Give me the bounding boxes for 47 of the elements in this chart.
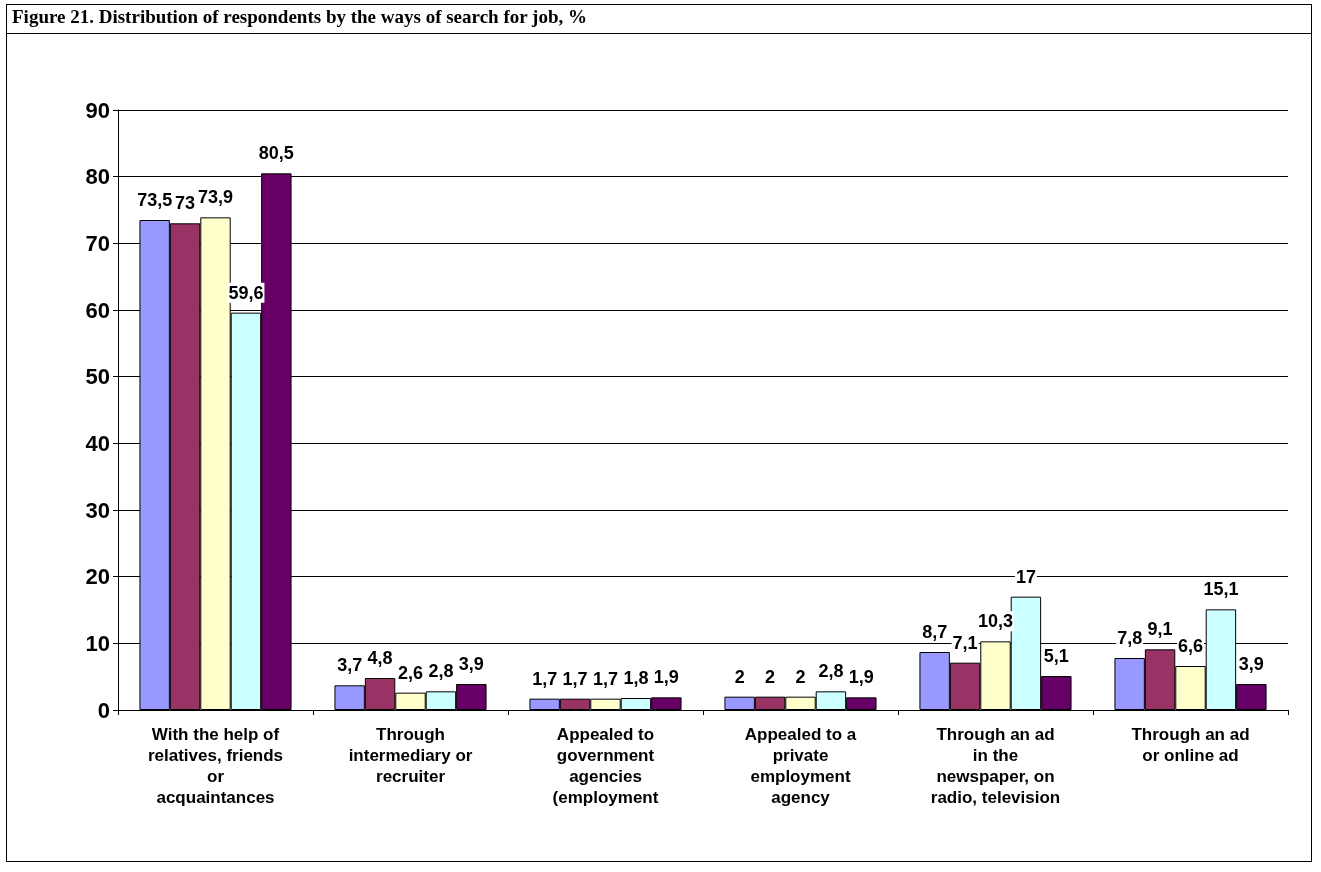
data-label: 3,7	[337, 655, 363, 676]
data-label: 1,9	[653, 667, 679, 688]
data-label: 17	[1015, 566, 1036, 587]
data-label: 1,7	[562, 668, 588, 689]
data-label: 3,9	[458, 654, 484, 674]
x-tick-label: Appealed to a private employment agency	[744, 725, 857, 807]
data-label: 3,9	[1238, 654, 1264, 674]
y-tick-label: 20	[85, 564, 110, 590]
data-label: 10,3	[977, 611, 1014, 632]
data-label: 7,8	[1117, 628, 1143, 648]
y-tick-label: 0	[97, 697, 110, 723]
data-label: 5,1	[1043, 646, 1069, 666]
y-tick-label: 60	[85, 297, 110, 323]
data-label: 15,1	[1203, 579, 1239, 600]
data-label: 1,8	[623, 668, 649, 688]
y-tick-label: 40	[85, 430, 110, 456]
data-label: 9,1	[1147, 619, 1173, 640]
x-tick-label: With the help of relatives, friends or acquaintances	[147, 725, 284, 807]
x-tick-label: Appealed to government agencies (employment	[552, 725, 659, 807]
y-tick-label: 80	[85, 164, 110, 190]
chart-title: Figure 21. Distribution of respondents by the ways of search for job, %	[12, 6, 587, 28]
x-tick-label: Through an ad in the newspaper, on radio, television	[930, 725, 1061, 807]
x-tick-label: Through an ad or online ad	[1131, 725, 1250, 765]
data-label: 7,1	[952, 632, 978, 653]
y-tick-label: 30	[85, 497, 110, 523]
data-label: 2,8	[428, 661, 454, 682]
data-label: 1,7	[532, 668, 558, 689]
data-label: 4,8	[367, 648, 393, 668]
y-tick-label: 10	[85, 630, 110, 656]
data-label: 6,6	[1177, 636, 1204, 656]
x-tick-label: Through intermediary or recruiter	[348, 725, 473, 786]
data-label: 73	[175, 193, 196, 214]
y-tick-label: 70	[85, 230, 110, 256]
y-tick-label: 90	[85, 97, 110, 123]
data-label: 73,9	[197, 187, 234, 208]
data-label: 73,5	[137, 190, 173, 210]
data-label: 2,8	[818, 661, 844, 682]
data-label: 80,5	[258, 143, 294, 164]
data-label: 8,7	[922, 622, 948, 642]
data-label: 2	[795, 666, 806, 687]
data-label: 2	[765, 666, 776, 687]
data-label: 2,6	[397, 662, 424, 683]
data-label: 1,7	[592, 668, 619, 689]
data-label: 1,9	[848, 667, 874, 688]
y-tick-label: 50	[85, 364, 110, 390]
data-label: 2	[734, 666, 745, 687]
data-label: 59,6	[228, 282, 264, 303]
